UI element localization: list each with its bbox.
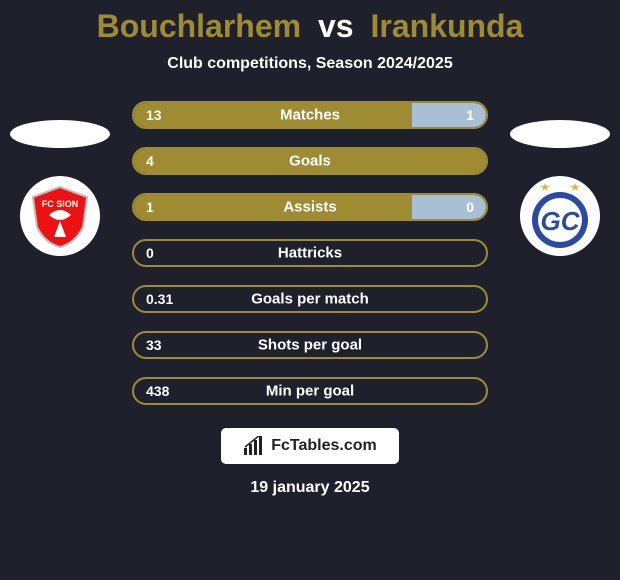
- stat-p1-value: 4: [146, 153, 154, 169]
- stat-row: 13 Matches 1: [132, 101, 488, 129]
- bar-fill-p2: [412, 103, 486, 127]
- stat-label: Goals: [289, 153, 331, 170]
- brand-chart-icon: [243, 436, 265, 456]
- stat-row: 438 Min per goal: [132, 377, 488, 405]
- footer: FcTables.com 19 january 2025: [0, 427, 620, 497]
- left-ellipse: [10, 120, 110, 148]
- sion-crest-icon: FC SION: [20, 176, 100, 256]
- stat-label: Matches: [280, 107, 340, 124]
- stat-p2-value: 1: [466, 107, 474, 123]
- stat-row: 1 Assists 0: [132, 193, 488, 221]
- bar-fill-p1: [134, 195, 412, 219]
- title-vs: vs: [318, 8, 354, 44]
- bar-fill-p2: [412, 195, 486, 219]
- right-ellipse: [510, 120, 610, 148]
- stat-p1-value: 0: [146, 245, 154, 261]
- bar-fill-p1: [134, 103, 412, 127]
- player2-name: Irankunda: [370, 8, 523, 44]
- stat-label: Shots per goal: [258, 337, 362, 354]
- left-badge-column: FC SION: [5, 120, 115, 256]
- stat-p1-value: 33: [146, 337, 162, 353]
- left-team-crest: FC SION: [20, 176, 100, 256]
- player1-name: Bouchlarhem: [97, 8, 301, 44]
- stat-p1-value: 1: [146, 199, 154, 215]
- stat-row: 33 Shots per goal: [132, 331, 488, 359]
- brand-text: FcTables.com: [271, 437, 377, 455]
- stat-row: 4 Goals: [132, 147, 488, 175]
- right-badge-column: GC: [505, 120, 615, 256]
- gc-crest-icon: GC: [520, 176, 600, 256]
- stat-bars: 13 Matches 1 4 Goals 1 Assists 0 0 Hattricks 0.31 G…: [132, 101, 488, 405]
- stat-row: 0.31 Goals per match: [132, 285, 488, 313]
- date: 19 january 2025: [250, 479, 369, 497]
- infographic-container: Bouchlarhem vs Irankunda Club competitio…: [0, 0, 620, 580]
- svg-text:FC SION: FC SION: [42, 199, 79, 209]
- stat-p1-value: 13: [146, 107, 162, 123]
- title: Bouchlarhem vs Irankunda: [0, 8, 620, 45]
- stat-label: Min per goal: [266, 383, 354, 400]
- stat-row: 0 Hattricks: [132, 239, 488, 267]
- svg-text:GC: GC: [541, 206, 581, 236]
- right-team-crest: GC: [520, 176, 600, 256]
- stat-label: Hattricks: [278, 245, 342, 262]
- subtitle: Club competitions, Season 2024/2025: [0, 55, 620, 73]
- stat-label: Assists: [283, 199, 336, 216]
- stat-label: Goals per match: [251, 291, 369, 308]
- stat-p2-value: 0: [466, 199, 474, 215]
- stat-p1-value: 438: [146, 383, 169, 399]
- stat-p1-value: 0.31: [146, 291, 173, 307]
- brand-box: FcTables.com: [220, 427, 400, 465]
